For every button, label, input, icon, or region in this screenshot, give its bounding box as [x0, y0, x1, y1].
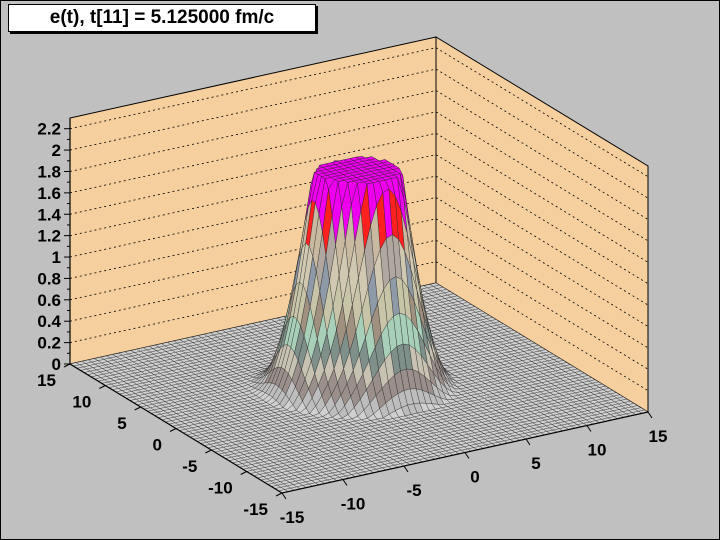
x-tick-mark [403, 465, 409, 473]
x-tick-label: -15 [280, 508, 305, 527]
y-tick-label: 0 [153, 436, 162, 455]
z-tick-label: 1.4 [37, 205, 61, 224]
wall-grid-line [69, 47, 649, 178]
y-tick-label: 5 [117, 414, 126, 433]
z-tick-label: 1.6 [37, 184, 61, 203]
wall-grid-line [69, 132, 649, 263]
x-tick-mark [586, 425, 592, 432]
y-axis-ticks: -15 -10 -5 0 5 10 15 [37, 363, 283, 519]
x-tick-mark [525, 438, 531, 446]
y-tick-mark [205, 449, 212, 454]
z-tick-label: 0.2 [37, 334, 61, 353]
x-tick-label: -5 [406, 481, 421, 500]
z-tick-label: 0.6 [37, 291, 61, 310]
z-tick-label: 2 [52, 141, 61, 160]
z-tick-label: 0.8 [37, 269, 61, 288]
y-tick-mark [275, 492, 283, 497]
y-tick-mark [240, 471, 247, 475]
wall-grid-line [69, 197, 649, 327]
wall-grid-line [69, 261, 649, 391]
chart-title: e(t), t[11] = 5.125000 fm/c [8, 4, 316, 32]
y-tick-label: -15 [243, 500, 268, 519]
wall-grid-line [69, 239, 649, 370]
z-tick-label: 2.2 [37, 120, 61, 139]
x-tick-label: 10 [588, 441, 607, 460]
y-tick-mark [169, 428, 177, 432]
z-tick-label: 1.8 [37, 162, 61, 181]
y-tick-label: -10 [208, 479, 233, 498]
y-tick-label: 10 [72, 393, 91, 412]
wall-grid-line [69, 218, 649, 349]
wall-grid-line [69, 68, 649, 199]
wall-grid-line [69, 90, 649, 220]
y-tick-label: 15 [37, 371, 56, 390]
z-tick-label: 1 [52, 248, 61, 267]
x-tick-label: 0 [470, 468, 479, 487]
y-tick-mark [63, 363, 71, 368]
y-tick-mark [99, 385, 106, 389]
y-tick-mark [134, 406, 141, 411]
x-tick-mark [281, 492, 287, 500]
z-tick-label: 0 [52, 355, 61, 374]
wall-grid-line [69, 111, 649, 242]
y-tick-label: -5 [182, 457, 197, 476]
z-tick-label: 1.2 [37, 227, 61, 246]
wall-grid-line [69, 175, 649, 306]
x-tick-mark [647, 411, 653, 419]
x-tick-mark [464, 452, 470, 459]
z-tick-label: 0.4 [37, 312, 61, 331]
surface-mesh [69, 156, 649, 494]
wall-grid-line [69, 154, 649, 284]
x-tick-label: -10 [341, 495, 366, 514]
z-axis-ticks: 0 0.2 0.4 0.6 0.8 1 1.2 1.4 1.6 1.8 2 2.2 [37, 120, 70, 374]
x-tick-mark [342, 479, 348, 486]
x-axis-ticks: -15 -10 -5 0 5 10 15 [280, 411, 668, 527]
x-tick-label: 15 [649, 427, 668, 446]
x-tick-label: 5 [531, 454, 540, 473]
